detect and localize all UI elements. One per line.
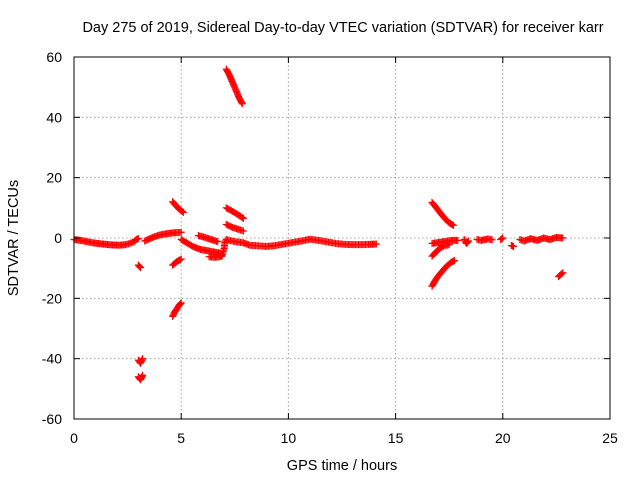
series-arc-16 xyxy=(428,198,457,229)
y-tick-label: -60 xyxy=(42,411,62,427)
x-tick-label: 25 xyxy=(602,430,618,446)
data-point xyxy=(449,221,457,229)
series-arc-25 xyxy=(555,269,567,281)
x-axis-label: GPS time / hours xyxy=(287,458,397,474)
data-point xyxy=(498,235,506,243)
series-arc-12 xyxy=(222,235,380,250)
y-tick-label: 40 xyxy=(46,109,62,125)
series-arc-14 xyxy=(222,204,247,222)
data-point xyxy=(464,238,472,246)
x-tick-label: 15 xyxy=(388,430,404,446)
x-tick-label: 20 xyxy=(495,430,511,446)
y-axis-label: SDTVAR / TECUs xyxy=(6,180,22,296)
series-arc-20 xyxy=(460,236,472,247)
data-point xyxy=(463,239,471,247)
data-point xyxy=(136,263,144,271)
y-tick-label: -40 xyxy=(42,351,62,367)
data-point xyxy=(176,256,184,264)
data-points xyxy=(70,65,567,384)
data-point xyxy=(177,255,185,263)
y-tick-label: -20 xyxy=(42,290,62,306)
data-point xyxy=(179,208,187,216)
series-arc-04 xyxy=(134,355,147,367)
series-arc-23 xyxy=(507,242,518,250)
series-arc-08 xyxy=(169,299,185,320)
series-arc-03 xyxy=(134,261,144,272)
data-point xyxy=(238,100,246,108)
data-point xyxy=(176,300,184,308)
series-arc-18 xyxy=(428,241,453,260)
series-arc-02 xyxy=(141,228,185,245)
data-point xyxy=(134,235,142,243)
y-tick-label: 60 xyxy=(46,49,62,65)
data-point xyxy=(139,371,147,379)
data-point xyxy=(559,269,567,277)
data-point xyxy=(448,221,456,229)
data-point xyxy=(139,355,147,363)
series-arc-15 xyxy=(222,220,247,235)
data-point xyxy=(445,241,453,249)
series-arc-21 xyxy=(473,235,496,244)
series-arc-19 xyxy=(428,257,459,290)
data-point xyxy=(214,238,222,246)
data-point xyxy=(372,240,380,248)
data-point xyxy=(177,299,185,307)
data-point xyxy=(510,242,518,250)
data-point xyxy=(499,234,507,242)
y-tick-label: 20 xyxy=(46,170,62,186)
series-arc-24 xyxy=(516,233,567,245)
data-point xyxy=(136,264,144,272)
series-arc-07 xyxy=(169,255,185,269)
data-point xyxy=(176,300,184,308)
y-tick-label: 0 xyxy=(54,230,62,246)
data-point xyxy=(178,208,186,216)
series-arc-01 xyxy=(70,235,142,249)
chart-title: Day 275 of 2019, Sidereal Day-to-day VTE… xyxy=(82,20,603,36)
x-tick-label: 5 xyxy=(177,430,185,446)
data-point xyxy=(451,257,459,265)
x-tick-label: 10 xyxy=(281,430,297,446)
data-point xyxy=(135,262,143,270)
data-point xyxy=(558,270,566,278)
data-point xyxy=(239,227,247,235)
data-point xyxy=(559,234,567,242)
series-arc-10 xyxy=(205,237,229,261)
axis-ticks: 0 5 10 15 20 25 60 40 20 0 -20 -40 -60 xyxy=(42,49,618,446)
series-arc-22 xyxy=(497,234,507,244)
data-point xyxy=(239,214,247,222)
series-arc-11 xyxy=(194,232,222,246)
data-point xyxy=(464,237,472,245)
series-arc-13 xyxy=(222,65,246,108)
data-point xyxy=(454,236,462,244)
series-arc-05 xyxy=(134,371,147,384)
data-point xyxy=(488,236,496,244)
data-point xyxy=(238,214,246,222)
data-point xyxy=(177,228,185,236)
series-arc-06 xyxy=(169,198,187,216)
x-tick-label: 0 xyxy=(70,430,78,446)
data-point xyxy=(238,99,246,107)
